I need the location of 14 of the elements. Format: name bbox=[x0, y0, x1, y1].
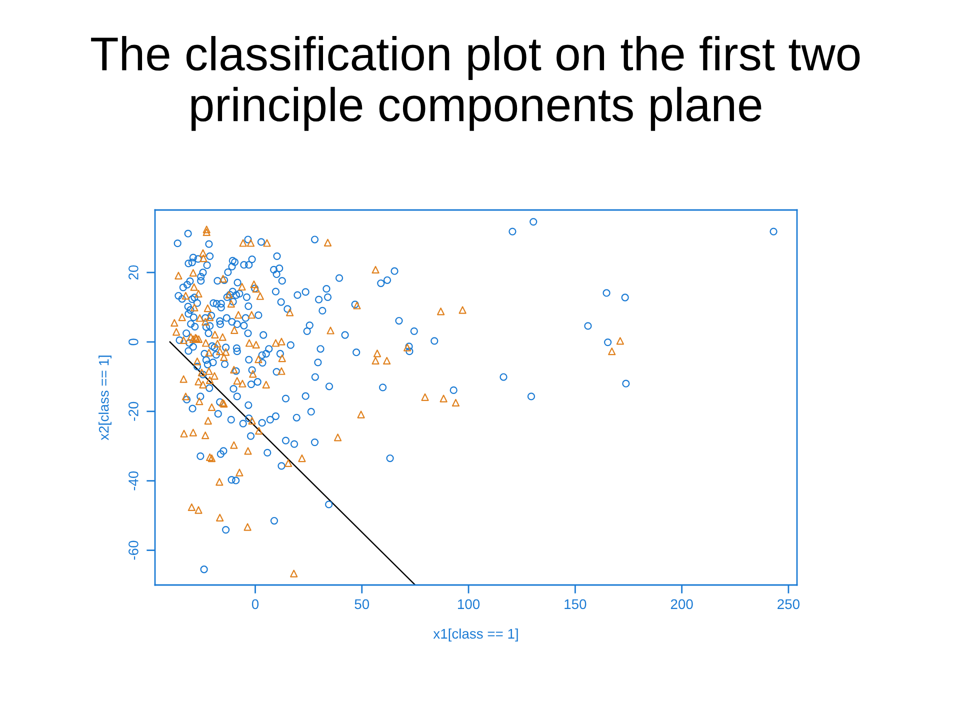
x-tick-label: 150 bbox=[564, 599, 586, 610]
y-tick-label: 0 bbox=[128, 338, 138, 346]
y-tick-label: -60 bbox=[128, 540, 138, 560]
y-tick-label: 20 bbox=[128, 265, 138, 280]
x-axis-title: x1[class == 1] bbox=[433, 628, 518, 642]
y-tick-label: -40 bbox=[128, 471, 138, 490]
y-tick-label: -20 bbox=[128, 402, 138, 421]
x-tick-label: 50 bbox=[354, 599, 370, 610]
chart-title: The classification plot on the first two principle components plane bbox=[91, 36, 860, 131]
x-tick-label: 0 bbox=[252, 599, 259, 610]
x-tick-label: 250 bbox=[778, 599, 800, 610]
x-tick-label: 100 bbox=[458, 599, 480, 610]
x-tick-label: 200 bbox=[670, 599, 693, 610]
y-axis-title: x2[class == 1] bbox=[98, 356, 112, 440]
